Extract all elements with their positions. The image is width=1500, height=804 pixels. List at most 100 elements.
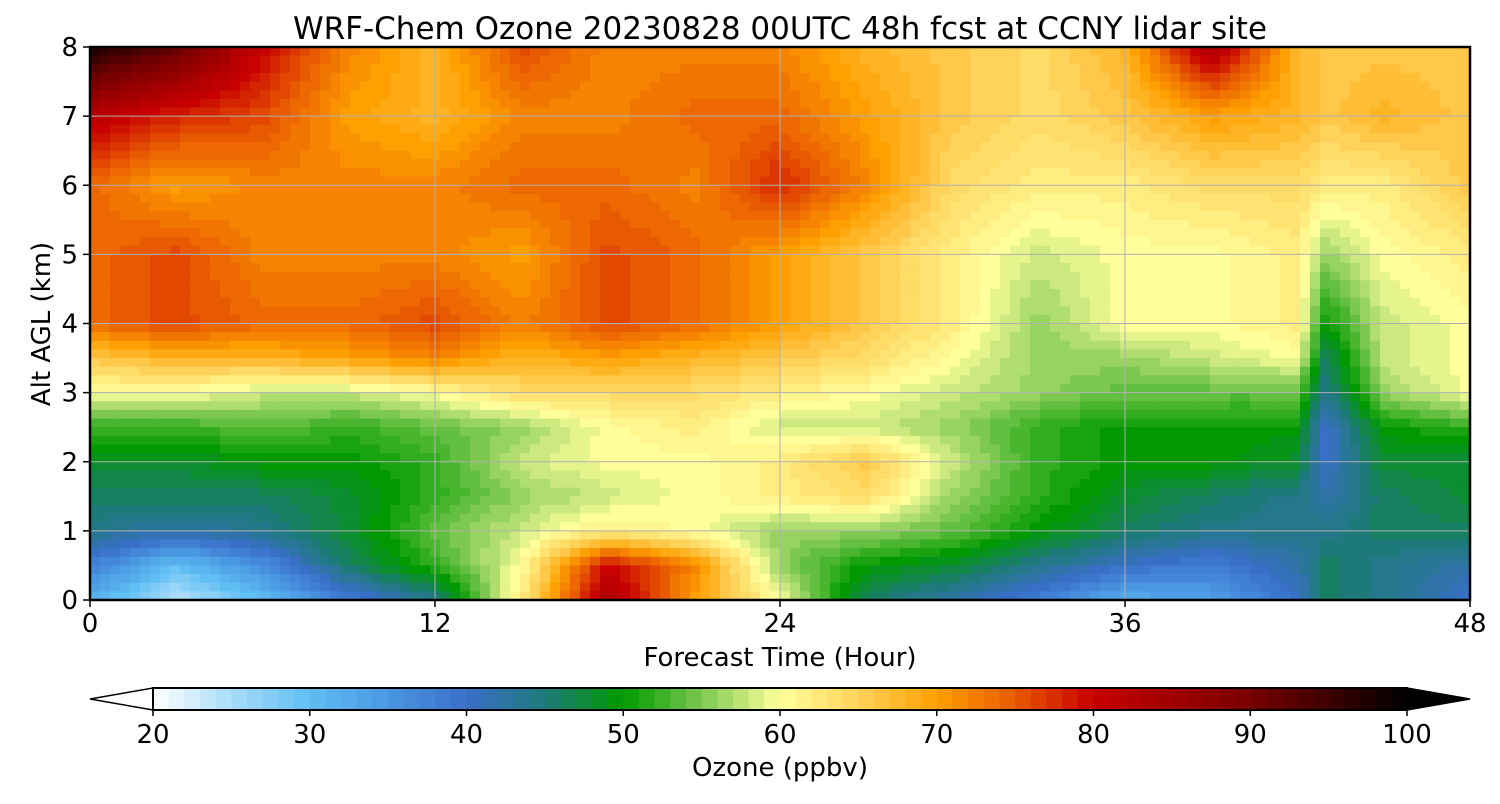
contour-cell xyxy=(1380,116,1391,126)
contour-cell xyxy=(1080,297,1091,307)
contour-cell xyxy=(1280,107,1291,117)
contour-cell xyxy=(580,271,591,281)
contour-cell xyxy=(560,124,571,135)
contour-cell xyxy=(1150,142,1161,152)
contour-cell xyxy=(1110,245,1121,255)
contour-cell xyxy=(1080,228,1091,238)
contour-cell xyxy=(600,263,611,273)
contour-cell xyxy=(1090,340,1101,351)
contour-cell xyxy=(1080,142,1091,152)
contour-cell xyxy=(210,98,221,109)
contour-cell xyxy=(1020,349,1031,359)
contour-cell xyxy=(1440,288,1451,299)
contour-cell xyxy=(140,237,151,247)
contour-cell xyxy=(660,90,671,100)
contour-cell xyxy=(1080,55,1091,65)
contour-cell xyxy=(610,176,621,186)
contour-cell xyxy=(960,306,971,316)
contour-cell xyxy=(540,245,551,255)
contour-cell xyxy=(990,314,1001,325)
contour-cell xyxy=(1380,332,1391,342)
contour-cell xyxy=(910,150,921,160)
contour-cell xyxy=(400,133,411,143)
contour-cell xyxy=(860,81,871,91)
contour-cell xyxy=(1250,332,1261,342)
contour-cell xyxy=(820,263,831,273)
contour-cell xyxy=(1350,150,1361,160)
contour-field xyxy=(90,47,1471,601)
contour-cell xyxy=(140,358,151,368)
contour-cell xyxy=(100,116,111,126)
contour-cell xyxy=(660,323,671,333)
contour-cell xyxy=(1310,142,1321,152)
contour-cell xyxy=(1210,142,1221,152)
contour-cell xyxy=(280,280,291,290)
contour-cell xyxy=(960,288,971,299)
contour-cell xyxy=(1050,185,1061,195)
contour-cell xyxy=(1110,332,1121,342)
contour-cell xyxy=(930,211,941,221)
contour-cell xyxy=(1240,81,1251,91)
contour-cell xyxy=(650,288,661,299)
contour-cell xyxy=(610,332,621,342)
contour-cell xyxy=(420,55,431,65)
contour-cell xyxy=(680,323,691,333)
contour-cell xyxy=(840,47,851,57)
contour-cell xyxy=(400,211,411,221)
contour-cell xyxy=(280,90,291,100)
contour-cell xyxy=(770,98,781,109)
contour-cell xyxy=(610,237,621,247)
contour-cell xyxy=(920,323,931,333)
contour-cell xyxy=(370,245,381,255)
contour-cell xyxy=(120,306,131,316)
contour-cell xyxy=(470,98,481,109)
contour-cell xyxy=(660,142,671,152)
contour-cell xyxy=(180,185,191,195)
contour-cell xyxy=(100,211,111,221)
contour-cell xyxy=(1460,297,1471,307)
contour-cell xyxy=(920,237,931,247)
contour-cell xyxy=(1060,288,1071,299)
contour-cell xyxy=(590,314,601,325)
contour-cell xyxy=(1110,64,1121,74)
contour-cell xyxy=(970,237,981,247)
contour-cell xyxy=(360,358,371,368)
contour-cell xyxy=(650,219,661,230)
contour-cell xyxy=(1160,332,1171,342)
contour-cell xyxy=(1390,81,1401,91)
contour-cell xyxy=(1090,306,1101,316)
contour-cell xyxy=(840,133,851,143)
contour-cell xyxy=(1100,116,1111,126)
contour-cell xyxy=(270,55,281,65)
contour-cell xyxy=(1300,193,1311,204)
contour-cell xyxy=(1320,323,1331,333)
contour-cell xyxy=(160,116,171,126)
contour-cell xyxy=(220,297,231,307)
contour-cell xyxy=(1310,202,1321,212)
contour-cell xyxy=(410,81,421,91)
contour-cell xyxy=(860,237,871,247)
contour-cell xyxy=(360,55,371,65)
contour-cell xyxy=(1300,47,1311,57)
contour-cell xyxy=(1270,280,1281,290)
contour-cell xyxy=(310,228,321,238)
contour-cell xyxy=(710,219,721,230)
contour-cell xyxy=(570,150,581,160)
contour-cell xyxy=(1350,288,1361,299)
contour-cell xyxy=(990,228,1001,238)
contour-cell xyxy=(1040,254,1051,264)
contour-cell xyxy=(350,202,361,212)
contour-cell xyxy=(840,64,851,74)
contour-cell xyxy=(940,314,951,325)
contour-cell xyxy=(510,263,521,273)
contour-cell xyxy=(1200,47,1211,57)
contour-cell xyxy=(690,72,701,83)
contour-cell xyxy=(100,323,111,333)
contour-cell xyxy=(240,107,251,117)
contour-cell xyxy=(390,297,401,307)
contour-cell xyxy=(220,90,231,100)
contour-cell xyxy=(1300,90,1311,100)
contour-cell xyxy=(1000,176,1011,186)
contour-cell xyxy=(470,64,481,74)
contour-cell xyxy=(1130,237,1141,247)
